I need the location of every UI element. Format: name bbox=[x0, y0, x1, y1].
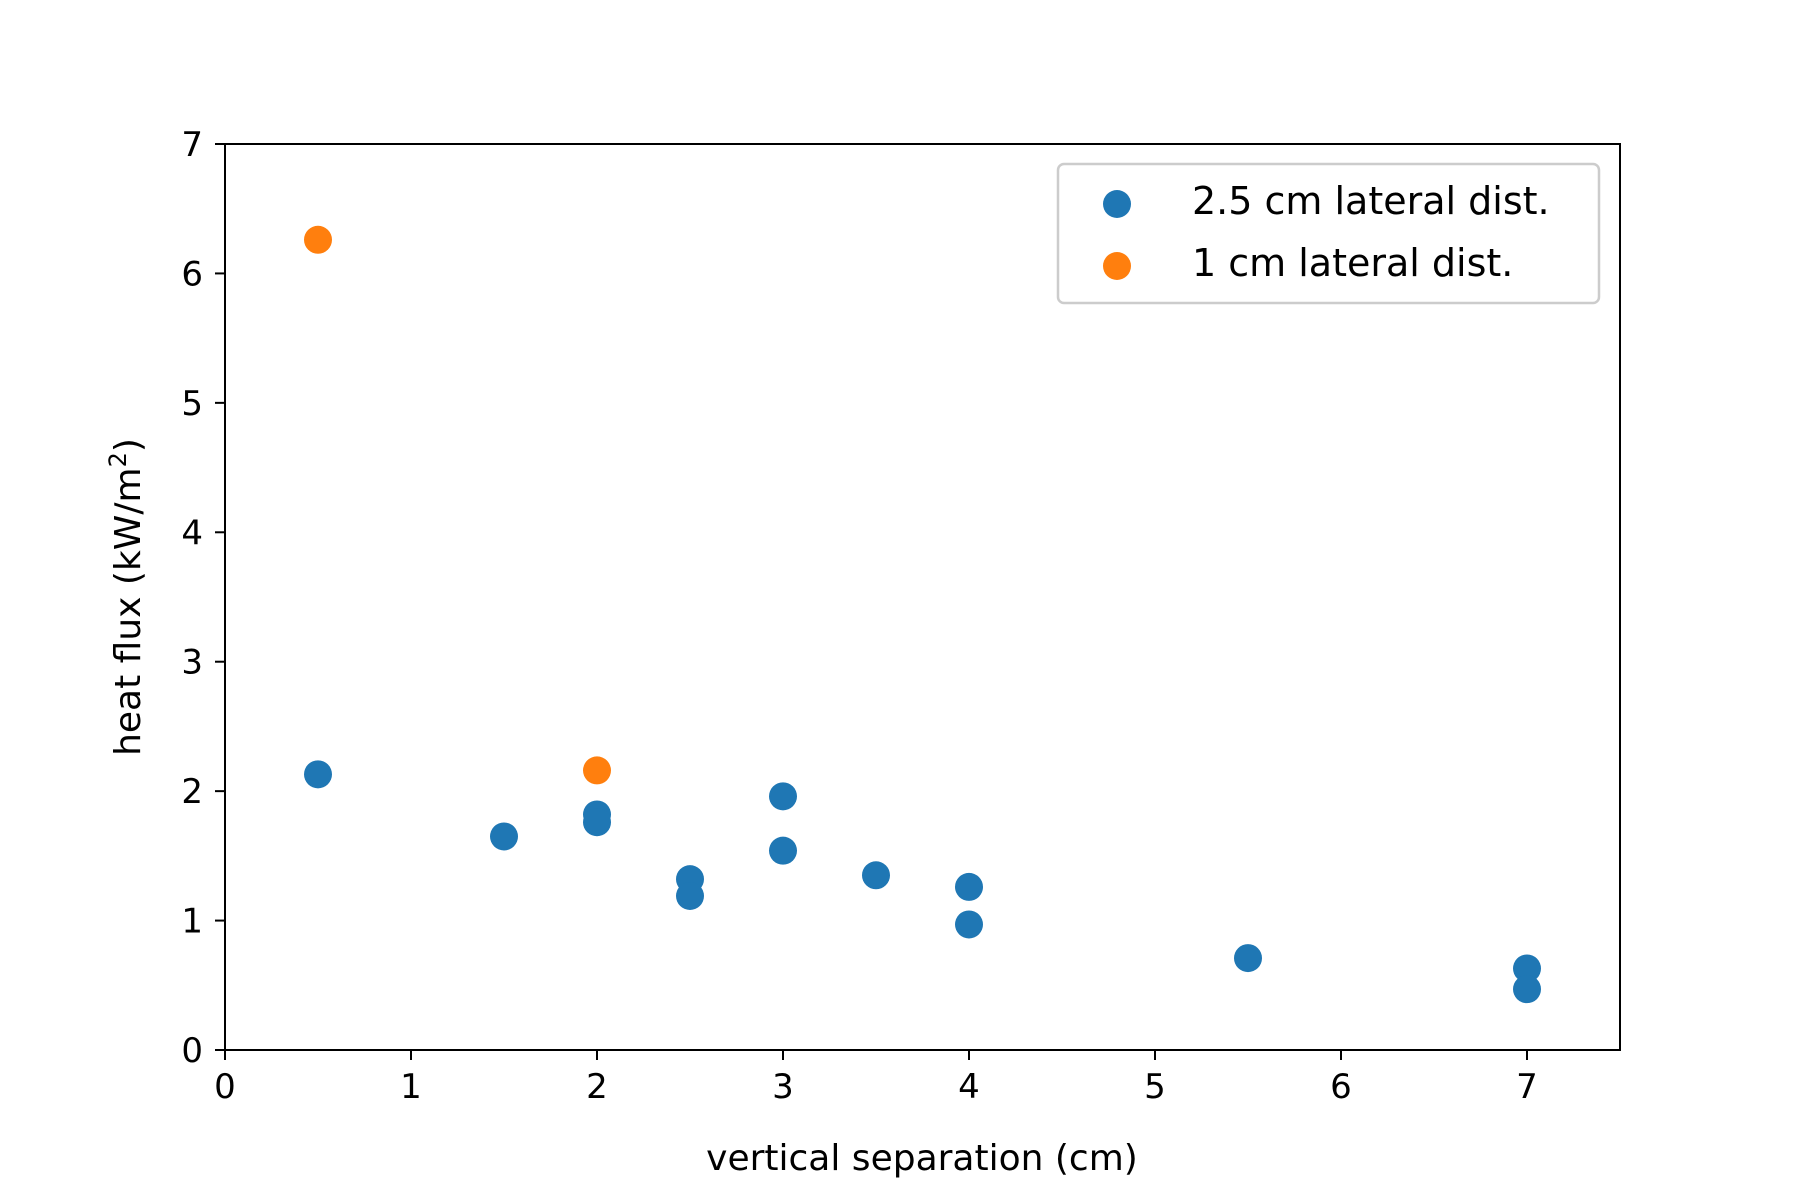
legend-marker-series-1 bbox=[1103, 190, 1131, 218]
y-tick-label: 7 bbox=[181, 125, 203, 165]
y-axis-ticks: 0 1 2 3 4 5 6 7 bbox=[181, 125, 225, 1071]
data-point-series-1 bbox=[955, 872, 983, 901]
legend-box bbox=[1056, 162, 1601, 305]
data-point-series-1 bbox=[583, 808, 611, 837]
x-axis-ticks: 0 1 2 3 4 5 6 7 bbox=[214, 1050, 1538, 1107]
legend-label-series-2: 1 cm lateral dist. bbox=[1192, 241, 1513, 285]
legend: 2.5 cm lateral dist. 1 cm lateral dist. bbox=[1056, 162, 1601, 305]
x-tick-label: 7 bbox=[1516, 1067, 1538, 1107]
data-point-series-1 bbox=[1513, 954, 1541, 983]
y-tick-label: 5 bbox=[181, 384, 203, 424]
data-point-series-1 bbox=[1234, 944, 1262, 973]
x-tick-label: 3 bbox=[772, 1067, 794, 1107]
y-tick-label: 2 bbox=[181, 772, 203, 812]
x-tick-label: 1 bbox=[400, 1067, 422, 1107]
x-tick-label: 4 bbox=[958, 1067, 980, 1107]
y-tick-label: 4 bbox=[181, 513, 203, 553]
data-point-series-1 bbox=[769, 782, 797, 811]
y-tick-label: 0 bbox=[181, 1031, 203, 1071]
y-axis-label-superscript: 2 bbox=[104, 452, 132, 467]
x-tick-label: 6 bbox=[1330, 1067, 1352, 1107]
data-point-series-1 bbox=[862, 861, 890, 890]
y-axis-label-main: heat flux (kW/m bbox=[108, 467, 149, 756]
data-point-series-2 bbox=[583, 756, 611, 785]
data-point-series-1 bbox=[955, 910, 983, 939]
y-tick-label: 3 bbox=[181, 643, 203, 683]
data-point-series-2 bbox=[304, 225, 332, 254]
x-tick-label: 2 bbox=[586, 1067, 608, 1107]
plot-area-frame bbox=[224, 143, 1621, 1051]
data-point-series-1 bbox=[490, 822, 518, 851]
y-tick-label: 1 bbox=[181, 902, 203, 942]
data-points bbox=[304, 225, 1541, 1004]
data-point-series-1 bbox=[1513, 975, 1541, 1004]
legend-marker-series-2 bbox=[1103, 252, 1131, 280]
data-point-series-1 bbox=[769, 836, 797, 865]
data-point-series-1 bbox=[304, 760, 332, 789]
y-axis-label-close: ) bbox=[108, 438, 149, 452]
x-tick-label: 5 bbox=[1144, 1067, 1166, 1107]
y-axis-label: heat flux (kW/m2) bbox=[104, 438, 149, 756]
x-axis-label: vertical separation (cm) bbox=[706, 1138, 1138, 1179]
legend-label-series-1: 2.5 cm lateral dist. bbox=[1192, 179, 1550, 223]
x-tick-label: 0 bbox=[214, 1067, 236, 1107]
data-point-series-1 bbox=[676, 881, 704, 910]
y-tick-label: 6 bbox=[181, 254, 203, 294]
